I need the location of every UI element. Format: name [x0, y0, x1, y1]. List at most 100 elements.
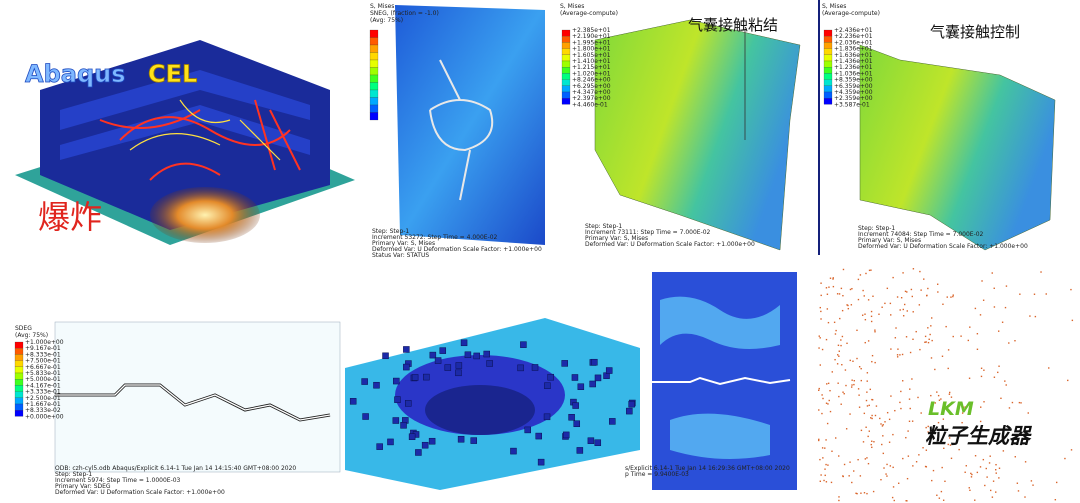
footer-line: Increment 5974: Step Time = 1.0000E-03	[55, 477, 181, 484]
particles	[818, 268, 1074, 502]
legend-label: +1.036e+01	[834, 70, 873, 77]
particle	[827, 382, 830, 385]
particle	[866, 457, 868, 459]
particle	[946, 296, 948, 298]
particle	[841, 364, 843, 366]
particle	[908, 398, 911, 400]
particle	[922, 447, 924, 449]
particle	[838, 350, 840, 352]
fragment	[429, 351, 437, 359]
fragment	[544, 382, 551, 389]
particle	[870, 315, 873, 318]
legend-label: +4.460e-01	[572, 101, 608, 108]
particle	[943, 447, 945, 449]
plate	[395, 5, 545, 245]
particle	[903, 303, 906, 306]
title: LKM	[928, 398, 974, 420]
particle	[819, 458, 821, 461]
particle	[830, 481, 833, 484]
particle	[865, 399, 868, 402]
particle	[970, 472, 972, 475]
particle	[942, 303, 944, 305]
particle	[930, 357, 933, 359]
fragment	[421, 441, 429, 449]
particle	[892, 433, 894, 436]
particle	[838, 293, 841, 295]
fragment	[457, 435, 465, 443]
legend-label: +1.236e+01	[834, 64, 873, 71]
particle	[871, 446, 873, 449]
legend-label: +2.036e+01	[834, 39, 873, 46]
fragment	[531, 364, 539, 371]
legend-swatch	[561, 98, 571, 105]
particle	[1016, 482, 1019, 484]
particle	[969, 326, 971, 328]
particle	[897, 482, 900, 484]
dome	[425, 385, 535, 435]
fragment	[473, 352, 480, 360]
particle	[886, 475, 888, 477]
legend-swatch	[823, 54, 833, 62]
particle	[931, 317, 933, 319]
particle	[944, 480, 946, 483]
legend-label: +1.215e+01	[572, 64, 611, 71]
particle	[941, 355, 944, 357]
particle	[820, 318, 822, 320]
particle	[899, 354, 901, 356]
legend-swatch	[561, 60, 571, 68]
particle	[827, 403, 829, 405]
particle	[859, 274, 862, 276]
panel-crack: SDEG (Avg: 75%) +1.000e+00+9.167e-01+8.3…	[14, 321, 341, 496]
particle	[866, 405, 869, 407]
fragment	[576, 447, 584, 454]
particle	[989, 455, 991, 457]
particle	[869, 388, 871, 391]
particle	[896, 296, 899, 298]
particle	[976, 348, 979, 351]
fragment	[455, 362, 463, 369]
crack-path	[652, 376, 791, 386]
fragment	[594, 439, 602, 446]
particle	[940, 398, 942, 400]
particle	[958, 448, 960, 451]
particle	[873, 441, 875, 443]
particle	[819, 337, 821, 339]
legend-label: +2.385e+01	[572, 27, 611, 34]
legend-label: +1.995e+01	[572, 39, 611, 46]
particle	[881, 306, 883, 308]
particle	[919, 348, 921, 351]
particle	[864, 318, 867, 321]
fragment	[520, 341, 527, 348]
airbag	[594, 19, 801, 251]
particle	[927, 431, 929, 433]
particle	[910, 288, 913, 291]
footer-line: ODB: czh-cyl5.odb Abaqus/Explicit 6.14-1…	[55, 465, 296, 472]
legend-swatch	[823, 60, 833, 68]
particle	[906, 500, 908, 502]
particle	[907, 430, 909, 432]
fragment	[594, 374, 602, 382]
particle	[952, 294, 954, 296]
fragment	[561, 360, 568, 367]
particle	[871, 398, 873, 401]
particle	[851, 287, 853, 290]
particle	[902, 457, 904, 460]
particle	[851, 379, 853, 381]
particle	[997, 330, 1000, 332]
particle	[912, 311, 914, 313]
legend-label: +1.667e-01	[25, 401, 61, 408]
particle	[950, 396, 953, 398]
fragment	[411, 374, 419, 381]
legend-label: +6.295e+00	[572, 83, 611, 90]
particle	[934, 402, 937, 404]
particle	[968, 487, 970, 489]
explosion	[150, 187, 260, 243]
fragment	[626, 407, 633, 415]
fragment	[460, 339, 468, 347]
footer-line: Deformed Var: U Deformation Scale Factor…	[858, 243, 1028, 250]
fragment	[609, 418, 616, 425]
particle	[968, 377, 971, 379]
particle	[829, 389, 831, 392]
particle	[868, 430, 870, 432]
particle	[852, 360, 854, 362]
